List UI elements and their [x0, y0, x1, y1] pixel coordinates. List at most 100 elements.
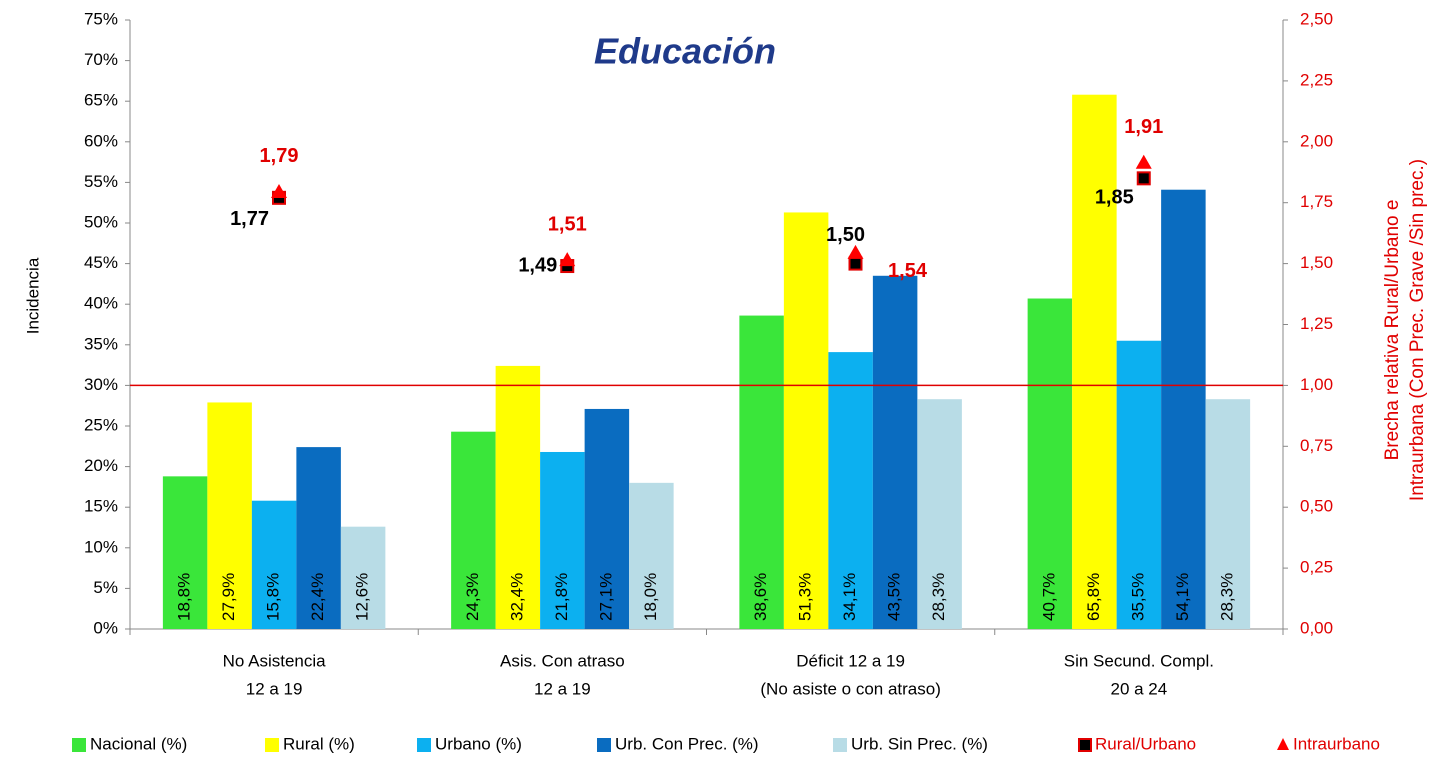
y2-tick-label: 1,75 — [1300, 192, 1333, 211]
y2-tick-label: 0,00 — [1300, 618, 1333, 637]
legend-swatch — [72, 738, 86, 752]
y2-tick-label: 0,25 — [1300, 558, 1333, 577]
marker-label: 1,51 — [548, 213, 587, 235]
bar-value-label: 27,1% — [596, 573, 615, 621]
marker-triangle — [1135, 154, 1152, 169]
bar — [1116, 340, 1162, 629]
y-tick-label: 55% — [84, 172, 118, 191]
y-tick-label: 40% — [84, 294, 118, 313]
legend-swatch — [417, 738, 431, 752]
bar-value-label: 24,3% — [463, 573, 482, 621]
y-tick-label: 30% — [84, 375, 118, 394]
legend-swatch — [833, 738, 847, 752]
bar-value-label: 51,3% — [796, 573, 815, 621]
x-tick-label: Déficit 12 a 19 — [796, 651, 905, 670]
bar-value-label: 54,1% — [1173, 573, 1192, 621]
x-tick-label: 12 a 19 — [534, 679, 591, 698]
bar — [1205, 399, 1251, 629]
marker-label: 1,54 — [888, 260, 928, 282]
chart-title: Educación — [594, 31, 776, 72]
y-tick-label: 15% — [84, 497, 118, 516]
y2-tick-label: 1,00 — [1300, 375, 1333, 394]
bar-value-label: 18,0% — [641, 573, 660, 621]
legend-marker — [1078, 738, 1092, 752]
bar — [451, 431, 496, 629]
bar — [296, 447, 341, 629]
legend-swatch — [265, 738, 279, 752]
y2-tick-label: 1,50 — [1300, 253, 1333, 272]
bar — [340, 526, 386, 629]
bar-value-label: 35,5% — [1128, 573, 1147, 621]
y-tick-label: 10% — [84, 537, 118, 556]
x-tick-label: 12 a 19 — [246, 679, 303, 698]
bar — [495, 365, 541, 629]
bar-value-label: 34,1% — [840, 573, 859, 621]
marker-label: 1,49 — [518, 254, 557, 276]
y2-tick-label: 2,00 — [1300, 131, 1333, 150]
bar-value-label: 28,3% — [1217, 573, 1236, 621]
legend-label: Rural/Urbano — [1095, 734, 1196, 753]
marker-label: 1,50 — [826, 224, 865, 246]
y-tick-label: 65% — [84, 91, 118, 110]
x-tick-label: (No asiste o con atraso) — [760, 679, 940, 698]
bar — [584, 408, 630, 629]
bar-value-label: 40,7% — [1039, 573, 1058, 621]
legend-swatch — [597, 738, 611, 752]
y-tick-label: 35% — [84, 334, 118, 353]
marker-triangle — [559, 252, 576, 267]
marker-triangle — [847, 244, 864, 259]
bar — [1027, 298, 1073, 629]
bar — [207, 402, 252, 629]
y2-tick-label: 2,25 — [1300, 70, 1333, 89]
y-tick-label: 20% — [84, 456, 118, 475]
legend-label: Rural (%) — [283, 734, 355, 753]
y-tick-label: 70% — [84, 50, 118, 69]
x-tick-label: No Asistencia — [223, 651, 327, 670]
bar-value-label: 22,4% — [308, 573, 327, 621]
marker-label: 1,91 — [1124, 116, 1163, 138]
legend-label: Urbano (%) — [435, 734, 522, 753]
legend-label: Urb. Con Prec. (%) — [615, 734, 759, 753]
bar-value-label: 21,8% — [552, 573, 571, 621]
bar-value-label: 65,8% — [1084, 573, 1103, 621]
x-tick-label: Sin Secund. Compl. — [1064, 651, 1214, 670]
bar — [629, 482, 674, 629]
bar-value-label: 43,5% — [885, 573, 904, 621]
bar — [540, 451, 585, 629]
y-axis-label: Incidencia — [23, 257, 42, 334]
y-tick-label: 0% — [93, 618, 118, 637]
bar-value-label: 38,6% — [751, 573, 770, 621]
legend-label: Intraurbano — [1293, 734, 1380, 753]
y-tick-label: 75% — [84, 9, 118, 28]
bar-value-label: 12,6% — [353, 573, 372, 621]
bar — [1072, 94, 1117, 630]
x-tick-label: 20 a 24 — [1111, 679, 1168, 698]
y-tick-label: 50% — [84, 212, 118, 231]
bar-value-label: 15,8% — [264, 573, 283, 621]
legend-marker — [1277, 738, 1289, 750]
bar-value-label: 27,9% — [219, 573, 238, 621]
marker-square — [848, 256, 863, 271]
y-tick-label: 60% — [84, 131, 118, 150]
bar-value-label: 18,8% — [175, 573, 194, 621]
bar — [162, 476, 208, 629]
bar-value-label: 32,4% — [507, 573, 526, 621]
bar — [783, 212, 829, 629]
bar — [739, 315, 784, 629]
y-tick-label: 45% — [84, 253, 118, 272]
marker-label: 1,85 — [1095, 187, 1134, 209]
x-tick-label: Asis. Con atraso — [500, 651, 625, 670]
y2-tick-label: 1,25 — [1300, 314, 1333, 333]
bar — [1161, 189, 1206, 629]
y-tick-label: 5% — [93, 578, 118, 597]
marker-square — [1136, 171, 1151, 186]
legend-label: Nacional (%) — [90, 734, 187, 753]
bar — [251, 500, 297, 629]
y-tick-label: 25% — [84, 415, 118, 434]
y2-tick-label: 0,50 — [1300, 497, 1333, 516]
legend-label: Urb. Sin Prec. (%) — [851, 734, 988, 753]
marker-triangle — [271, 183, 287, 198]
bar — [828, 352, 873, 629]
bar — [917, 399, 962, 629]
